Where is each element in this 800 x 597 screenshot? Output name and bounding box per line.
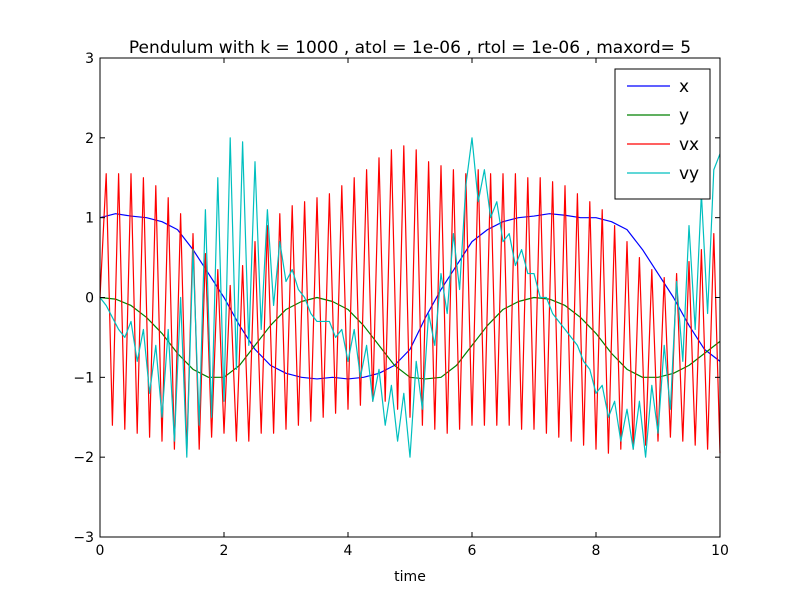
x-tick-label: 8 — [592, 543, 601, 559]
y-tick-label: −3 — [73, 530, 94, 546]
y-tick-label: −2 — [73, 450, 94, 466]
series-line-vy — [99, 137, 721, 458]
y-tick-label: −1 — [73, 370, 94, 386]
legend-box — [614, 68, 711, 200]
y-tick-label: 1 — [85, 211, 94, 227]
legend-label-y: y — [679, 106, 689, 126]
series-group — [99, 137, 721, 458]
legend-label-vx: vx — [679, 135, 699, 155]
y-tick-label: 0 — [85, 291, 94, 307]
series-line-y — [99, 296, 721, 380]
legend: xy vx vy — [614, 68, 711, 200]
chart-title: Pendulum with k = 1000 , atol = 1e-06 , … — [129, 38, 691, 58]
y-tick-label: 3 — [85, 51, 94, 67]
x-tick-label: 10 — [711, 543, 729, 559]
y-tick-label: 2 — [85, 131, 94, 147]
x-tick-label: 0 — [96, 543, 105, 559]
ticks-group: 0 2 4 6 8 10 −3 −2 −1 0 1 2 3 — [73, 51, 729, 559]
x-tick-label: 4 — [344, 543, 353, 559]
legend-label-x: x — [679, 77, 689, 97]
x-axis-label: time — [394, 569, 426, 585]
x-tick-label: 2 — [220, 543, 229, 559]
x-tick-label: 6 — [468, 543, 477, 559]
legend-label-vy: vy — [679, 164, 699, 184]
series-line-vx — [99, 145, 721, 454]
